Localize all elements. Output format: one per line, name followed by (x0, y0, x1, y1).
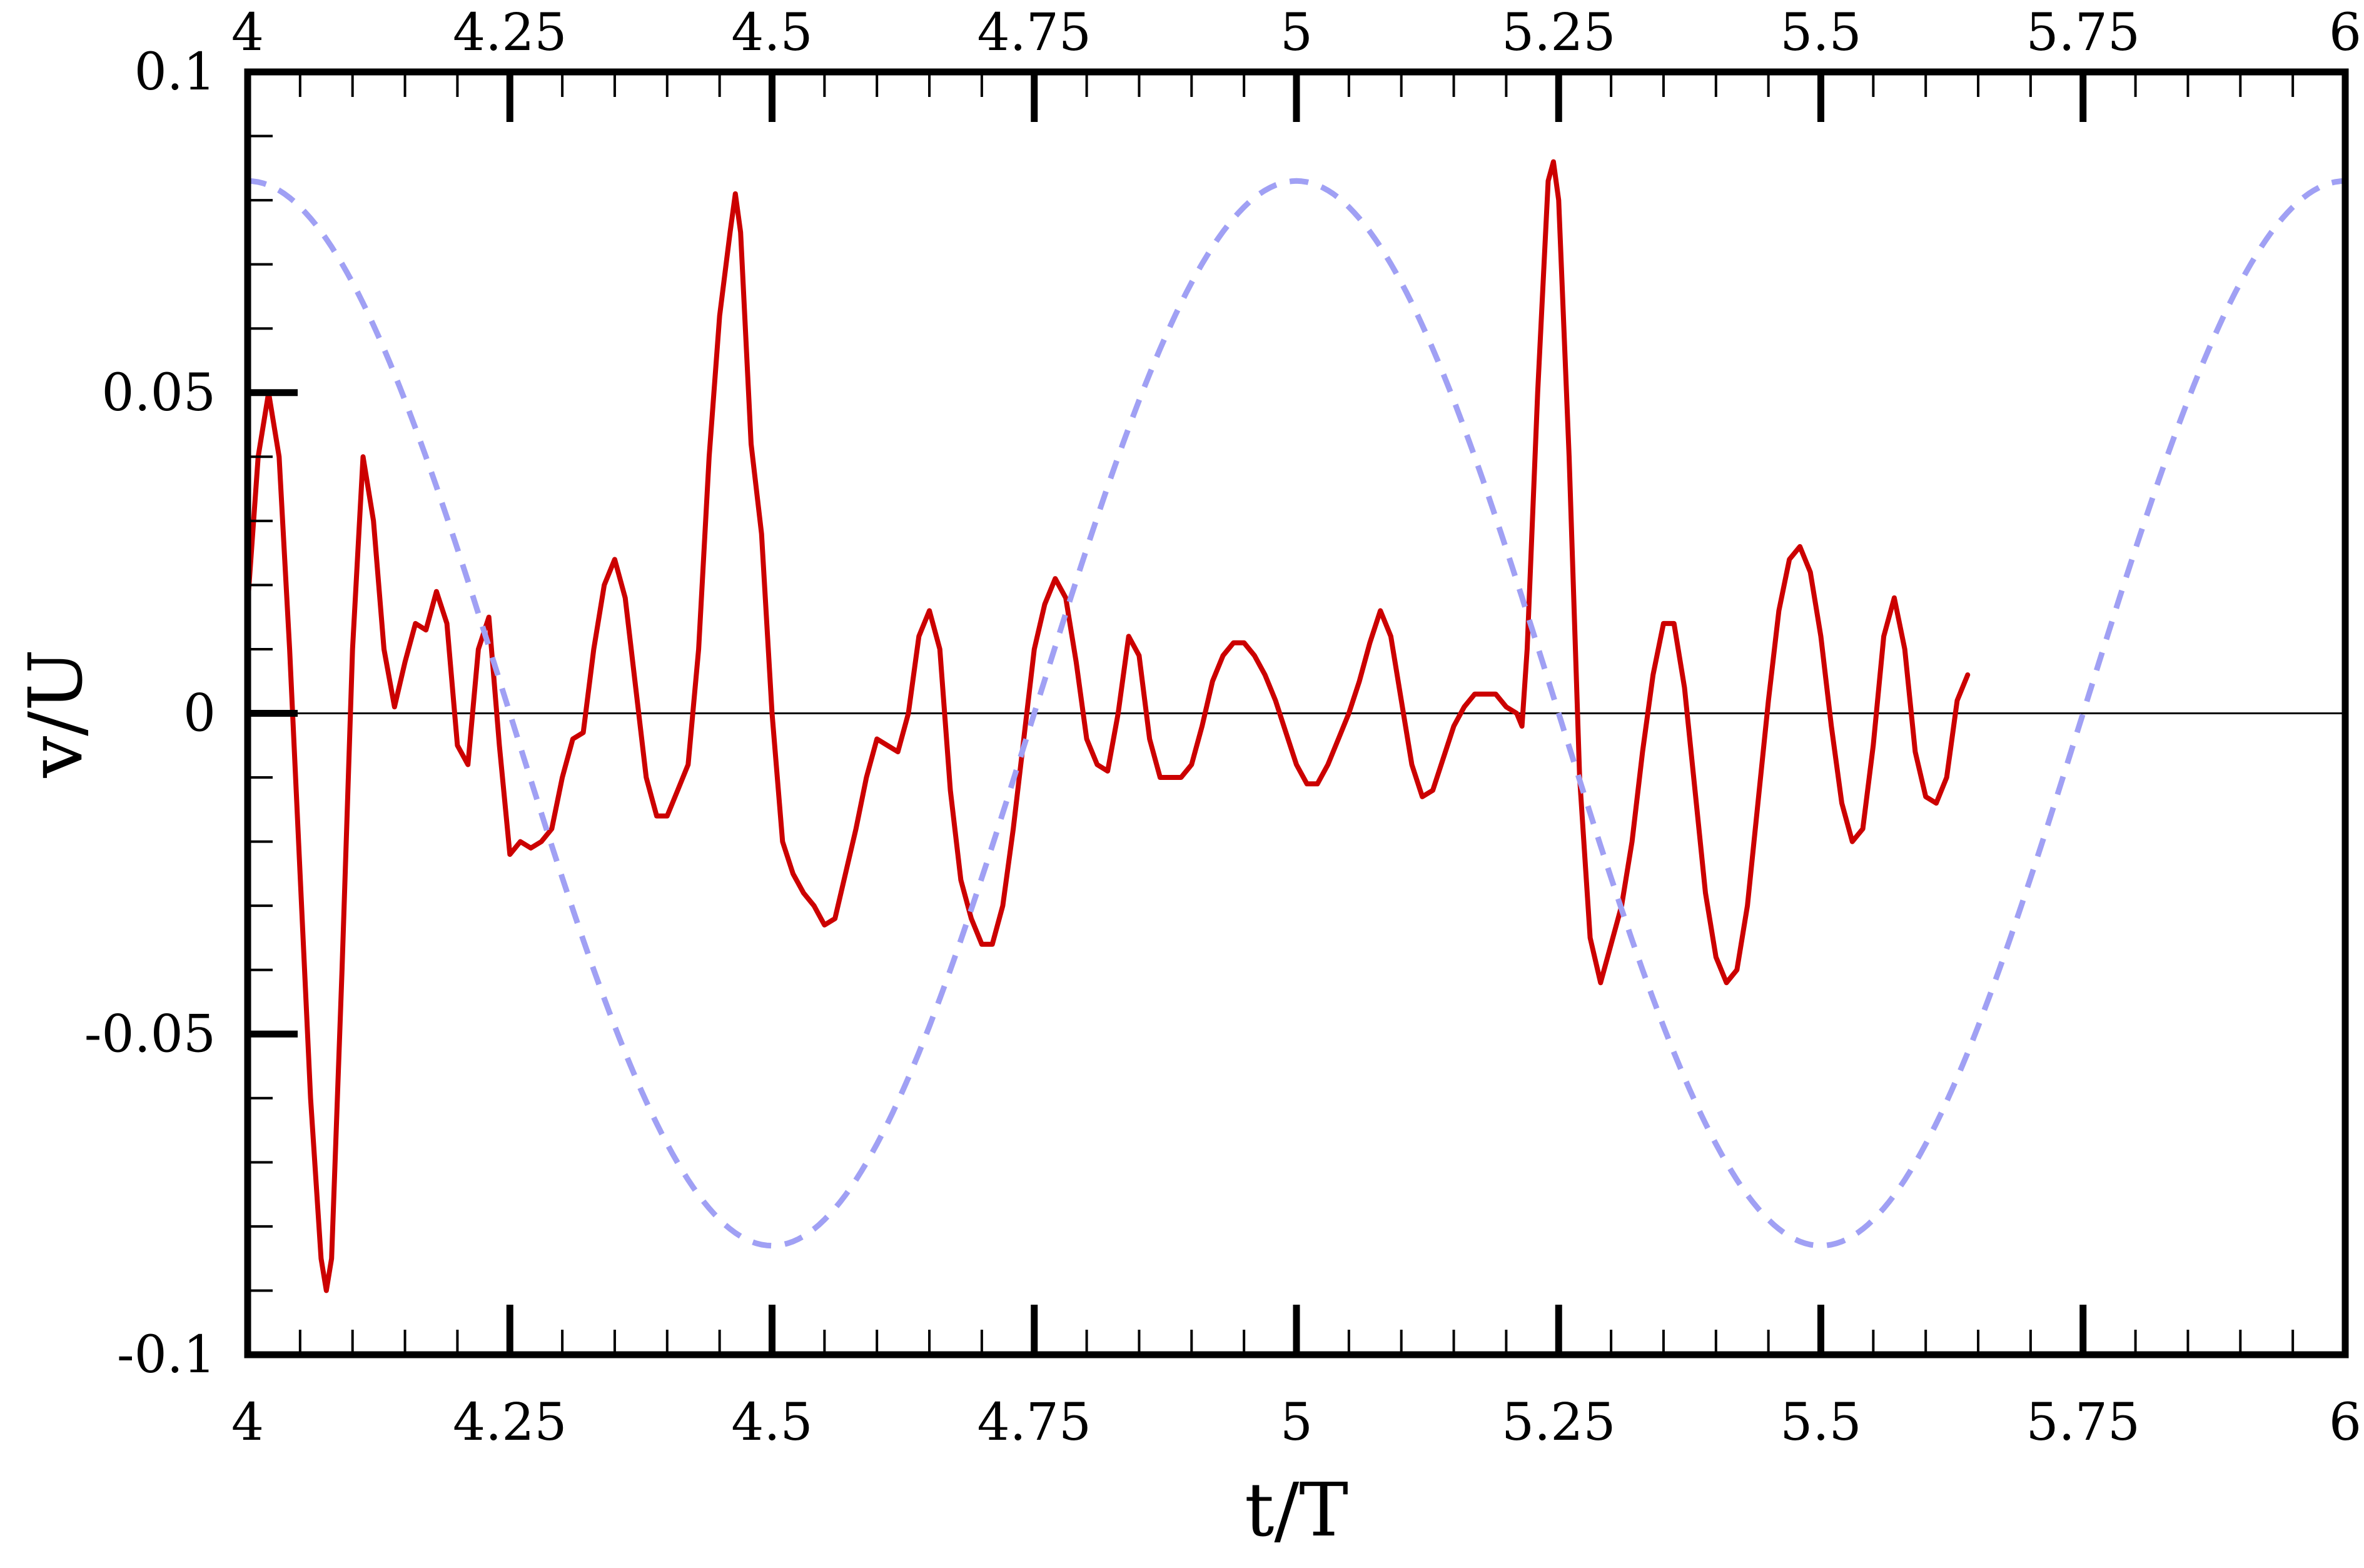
x-tick-label-top: 5.75 (2026, 3, 2140, 63)
x-tick-label-top: 4.75 (977, 3, 1091, 63)
y-tick-label: 0.05 (101, 363, 216, 423)
x-tick-label-top: 4.5 (731, 3, 812, 63)
x-axis-title: t/T (1245, 1467, 1348, 1553)
series-dashed-line (247, 178, 2346, 1249)
y-tick-label: 0.1 (134, 43, 216, 102)
x-tick-label-top: 4.25 (453, 3, 567, 63)
x-tick-label: 4.5 (731, 1393, 812, 1452)
y-axis-title: v/U (13, 649, 99, 779)
tick-labels-layer: 4 4 4.25 4.25 4.5 4.5 4.75 4.75 5 5 5.25 5.25 5.5 5.5… (84, 3, 2361, 1452)
x-tick-label-top: 5.25 (1502, 3, 1616, 63)
x-tick-label-top: 4 (231, 3, 264, 63)
x-tick-label: 6 (2329, 1393, 2361, 1452)
x-tick-label: 5.25 (1502, 1393, 1616, 1452)
x-tick-label: 4.25 (453, 1393, 567, 1452)
x-tick-label: 4.75 (977, 1393, 1091, 1452)
y-tick-label: -0.1 (117, 1325, 216, 1385)
x-tick-label-top: 5 (1280, 3, 1313, 63)
x-tick-label: 4 (231, 1393, 264, 1452)
x-tick-label: 5.5 (1780, 1393, 1861, 1452)
x-tick-label: 5 (1280, 1393, 1313, 1452)
series-layer (245, 159, 2346, 1293)
y-tick-label: 0 (183, 684, 216, 744)
plot-frame (244, 68, 2349, 1358)
series-solid-line (245, 159, 1971, 1293)
ticks-layer (244, 68, 2349, 1358)
x-tick-label: 5.75 (2026, 1393, 2140, 1452)
x-tick-label-top: 5.5 (1780, 3, 1861, 63)
x-tick-label-top: 6 (2329, 3, 2361, 63)
y-tick-label: -0.05 (84, 1004, 216, 1064)
